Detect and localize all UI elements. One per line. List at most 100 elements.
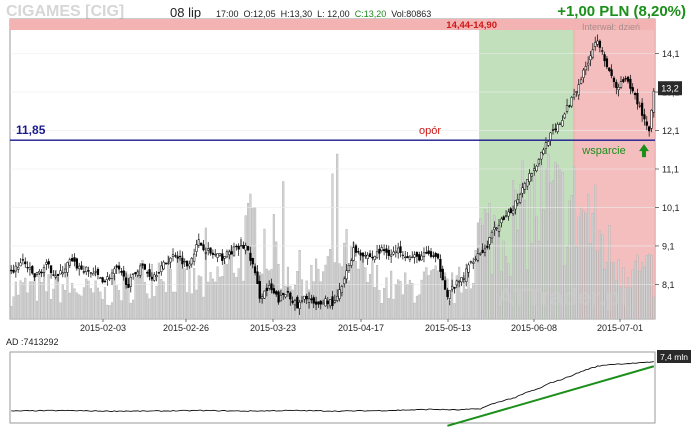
candle-body (399, 246, 402, 253)
volume-bar (275, 241, 278, 320)
volume-bar (404, 272, 407, 320)
candle-body (389, 254, 393, 257)
volume-bar (490, 274, 494, 320)
candle-body (636, 92, 639, 105)
candle-body (312, 297, 315, 304)
volume-bar (247, 203, 250, 320)
candle-body (235, 245, 238, 248)
volume-bar (153, 296, 156, 320)
volume-bar (608, 225, 611, 320)
candle-body (495, 227, 498, 229)
volume-bar (52, 288, 55, 320)
volume-bar (282, 181, 285, 320)
volume-bar (350, 245, 353, 320)
candle-body (40, 271, 43, 274)
low-value: L: 12,00 (317, 9, 350, 19)
candle-body (321, 302, 325, 305)
volume-bar (211, 278, 214, 320)
volume-bar (380, 303, 383, 320)
price-change: +1,00 PLN (8,20%) (557, 3, 686, 20)
candle-body (533, 168, 536, 171)
candle-body (354, 245, 358, 253)
volume-bar (634, 261, 637, 320)
volume-bar (636, 254, 639, 320)
volume-bar (397, 279, 400, 320)
volume-bar (427, 275, 430, 320)
volume-bar (322, 271, 325, 320)
volume-bar (232, 272, 236, 320)
volume-bar (493, 215, 496, 320)
candle-body (139, 265, 142, 276)
volume-bar (33, 273, 36, 320)
volume-bar (28, 281, 31, 320)
volume-bar (336, 153, 339, 320)
ad-panel: AD :7413292 7,4 mln (6, 337, 691, 427)
candle-body (401, 254, 405, 257)
candle-body (253, 266, 257, 274)
candle-body (146, 272, 149, 274)
candle-body (472, 261, 475, 264)
candle-body (268, 285, 271, 289)
candle-body (465, 268, 468, 283)
volume-bar (465, 288, 468, 320)
candle-body (289, 292, 292, 300)
candle-body (624, 78, 627, 80)
candle-body (122, 270, 125, 277)
candle-body (411, 256, 414, 258)
volume-value: Vol:80863 (391, 9, 432, 19)
candle-body (150, 276, 154, 280)
resistance-band (10, 19, 655, 30)
volume-bar (324, 264, 327, 320)
candle-body (66, 262, 69, 273)
volume-bar (284, 285, 287, 320)
volume-bar (483, 209, 487, 320)
candle-body (382, 249, 386, 252)
candle-body (131, 273, 135, 275)
candle-body (347, 265, 351, 272)
x-tick-label: 2015-04-17 (338, 323, 384, 333)
candle-body (157, 272, 161, 274)
candle-body (441, 268, 444, 281)
volume-bar (540, 164, 543, 320)
volume-bar (645, 255, 648, 320)
candle-body (14, 265, 18, 272)
volume-bar (502, 240, 505, 320)
candle-body (115, 265, 118, 268)
volume-bar (87, 280, 90, 320)
candle-body (429, 251, 433, 257)
candle-body (615, 81, 618, 88)
candle-body (364, 254, 367, 257)
volume-bar (45, 291, 48, 320)
volume-bar (523, 199, 526, 320)
candle-body (124, 277, 128, 285)
volume-bar (235, 277, 238, 320)
candle-body (380, 247, 383, 251)
candle-body (282, 292, 285, 295)
volume-bar (21, 282, 24, 320)
volume-bar (598, 230, 601, 320)
volume-bar (113, 275, 116, 320)
candle-body (54, 275, 57, 278)
volume-bar (643, 267, 646, 320)
candle-body (650, 109, 653, 129)
volume-bar (399, 280, 402, 320)
candle-body (24, 261, 27, 265)
x-tick-label: 2015-02-26 (163, 323, 209, 333)
candle-body (345, 270, 348, 280)
candle-body (629, 78, 632, 89)
candle-body (570, 97, 573, 107)
candle-body (375, 251, 379, 259)
candle-body (488, 237, 491, 245)
volume-bar (183, 268, 186, 320)
candle-body (87, 270, 90, 272)
candle-body (645, 121, 648, 126)
close-value: C:13,20 (354, 9, 387, 19)
candle-body (63, 268, 67, 273)
candle-body (558, 123, 562, 125)
volume-bar (73, 288, 76, 320)
volume-bar (186, 292, 189, 320)
candle-body (572, 94, 576, 98)
candle-body (228, 251, 231, 255)
candle-body (422, 252, 426, 258)
